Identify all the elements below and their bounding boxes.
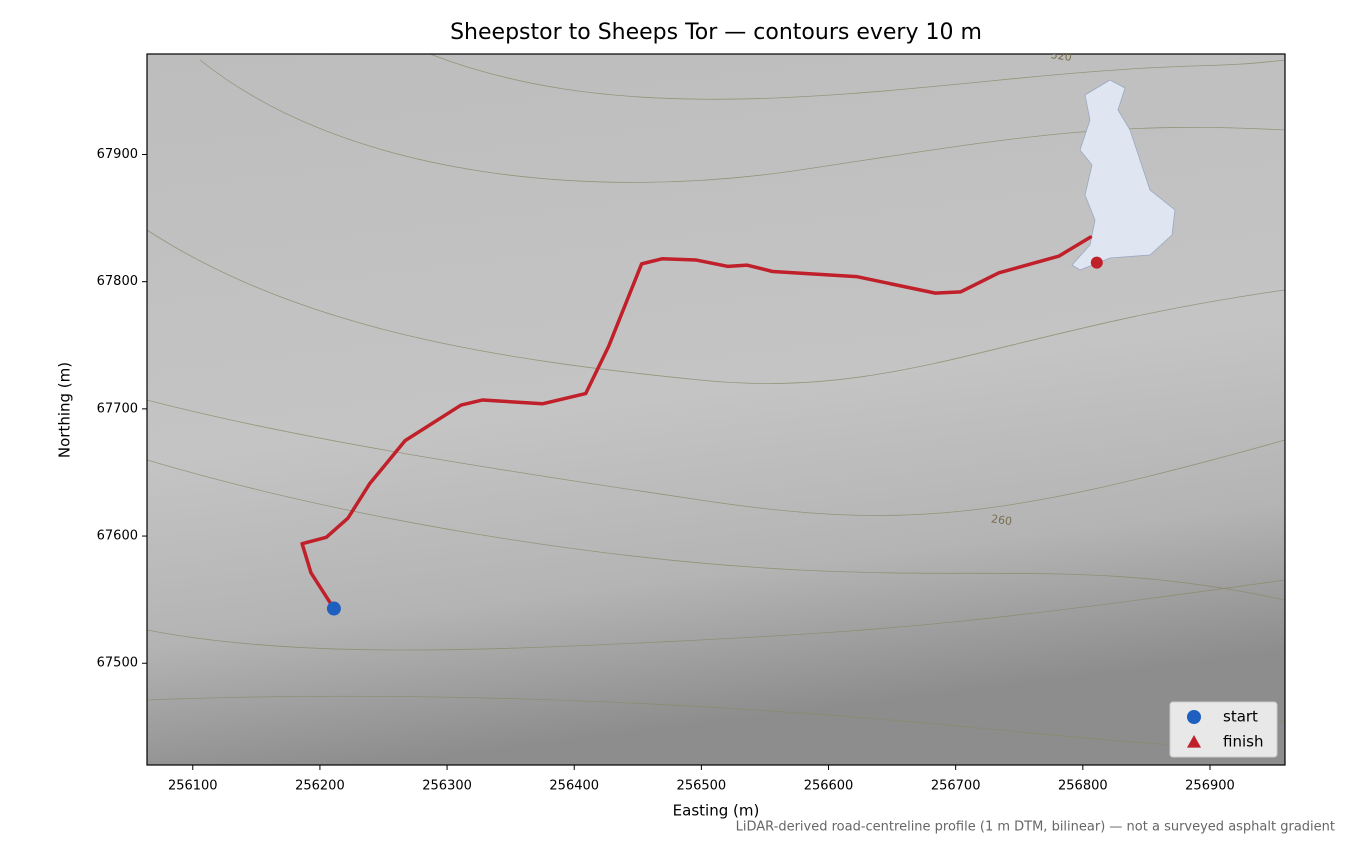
x-tick-label: 256100 [168, 779, 218, 794]
y-axis-label: Northing (m) [56, 362, 74, 458]
route-line [300, 235, 1093, 611]
point-1 [1090, 256, 1103, 269]
x-tick-label: 256400 [549, 779, 599, 794]
legend-label: start [1223, 708, 1258, 726]
inset-map [1071, 79, 1176, 271]
y-tick-label: 67800 [97, 274, 138, 289]
x-tick-label: 256500 [677, 779, 727, 794]
x-tick-label: 256600 [804, 779, 854, 794]
plot-layer: 260 320 [300, 48, 1103, 616]
y-tick-label: 67600 [97, 529, 138, 544]
footnote: LiDAR-derived road-centreline profile (1… [736, 820, 1335, 835]
y-tick-label: 67700 [97, 401, 138, 416]
y-tick-label: 67500 [97, 656, 138, 671]
x-axis-label: Easting (m) [673, 802, 760, 820]
contour-label: 320 [1050, 48, 1073, 64]
x-tick-label: 256300 [422, 779, 472, 794]
legend-label: finish [1223, 733, 1263, 751]
x-tick-label: 256800 [1058, 779, 1108, 794]
point-0 [326, 601, 341, 616]
legend-marker [1187, 710, 1201, 724]
x-tick-label: 256200 [295, 779, 345, 794]
plot-frame [146, 53, 1286, 766]
y-tick-label: 67900 [97, 147, 138, 162]
x-tick-label: 256900 [1185, 779, 1235, 794]
contour-label: 260 [990, 512, 1013, 528]
chart-title: Sheepstor to Sheeps Tor — contours every… [450, 20, 982, 45]
x-tick-label: 256700 [931, 779, 981, 794]
legend-marker [1187, 735, 1201, 748]
